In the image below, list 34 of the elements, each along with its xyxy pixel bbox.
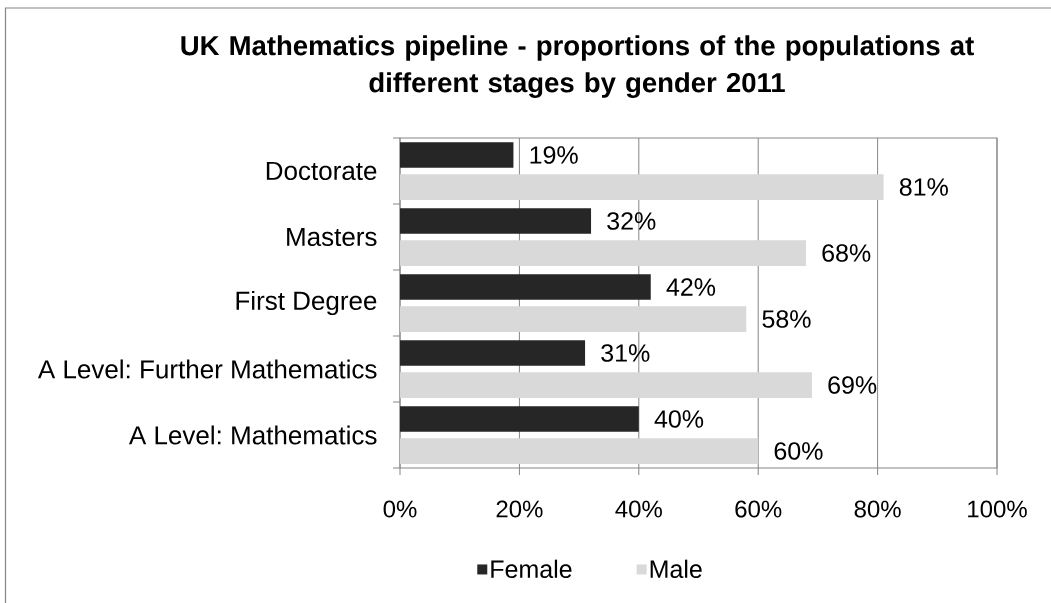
bar (400, 406, 639, 432)
bar (400, 174, 884, 200)
bar (400, 240, 806, 266)
data-label: 60% (774, 442, 823, 460)
data-label: 81% (899, 178, 948, 196)
x-tick-label: 20% (496, 500, 543, 518)
chart-title: UK Mathematics pipeline - proportions of the populations at different stages by gender 2011 (181, 35, 974, 98)
data-label: 68% (822, 244, 871, 262)
bar (400, 306, 747, 332)
bar (400, 438, 759, 464)
x-tick-label: 0% (383, 500, 417, 518)
data-label: 58% (762, 310, 811, 328)
y-tick-label: First Degree (236, 290, 377, 316)
data-label: 19% (530, 146, 578, 164)
bar (400, 274, 651, 300)
x-tick-label: 100% (968, 500, 1027, 518)
bar (400, 372, 812, 398)
data-label: 42% (666, 278, 716, 296)
data-label: 40% (654, 410, 704, 428)
x-tick-label: 40% (615, 500, 662, 518)
y-tick-label: Doctorate (266, 161, 377, 181)
data-label: 31% (601, 344, 650, 362)
bar (400, 142, 514, 168)
data-label: 69% (828, 376, 877, 394)
bar (400, 208, 592, 234)
legend-label: Female (491, 559, 572, 579)
y-tick-label: A Level: Mathematics (128, 425, 377, 445)
data-label: 32% (607, 212, 656, 230)
y-tick-label: A Level: Further Mathematics (37, 359, 377, 379)
bar (400, 340, 586, 366)
x-tick-label: 60% (735, 500, 782, 518)
y-tick-label: Masters (287, 227, 377, 247)
legend-label: Male (650, 559, 702, 579)
x-tick-label: 80% (854, 500, 901, 518)
